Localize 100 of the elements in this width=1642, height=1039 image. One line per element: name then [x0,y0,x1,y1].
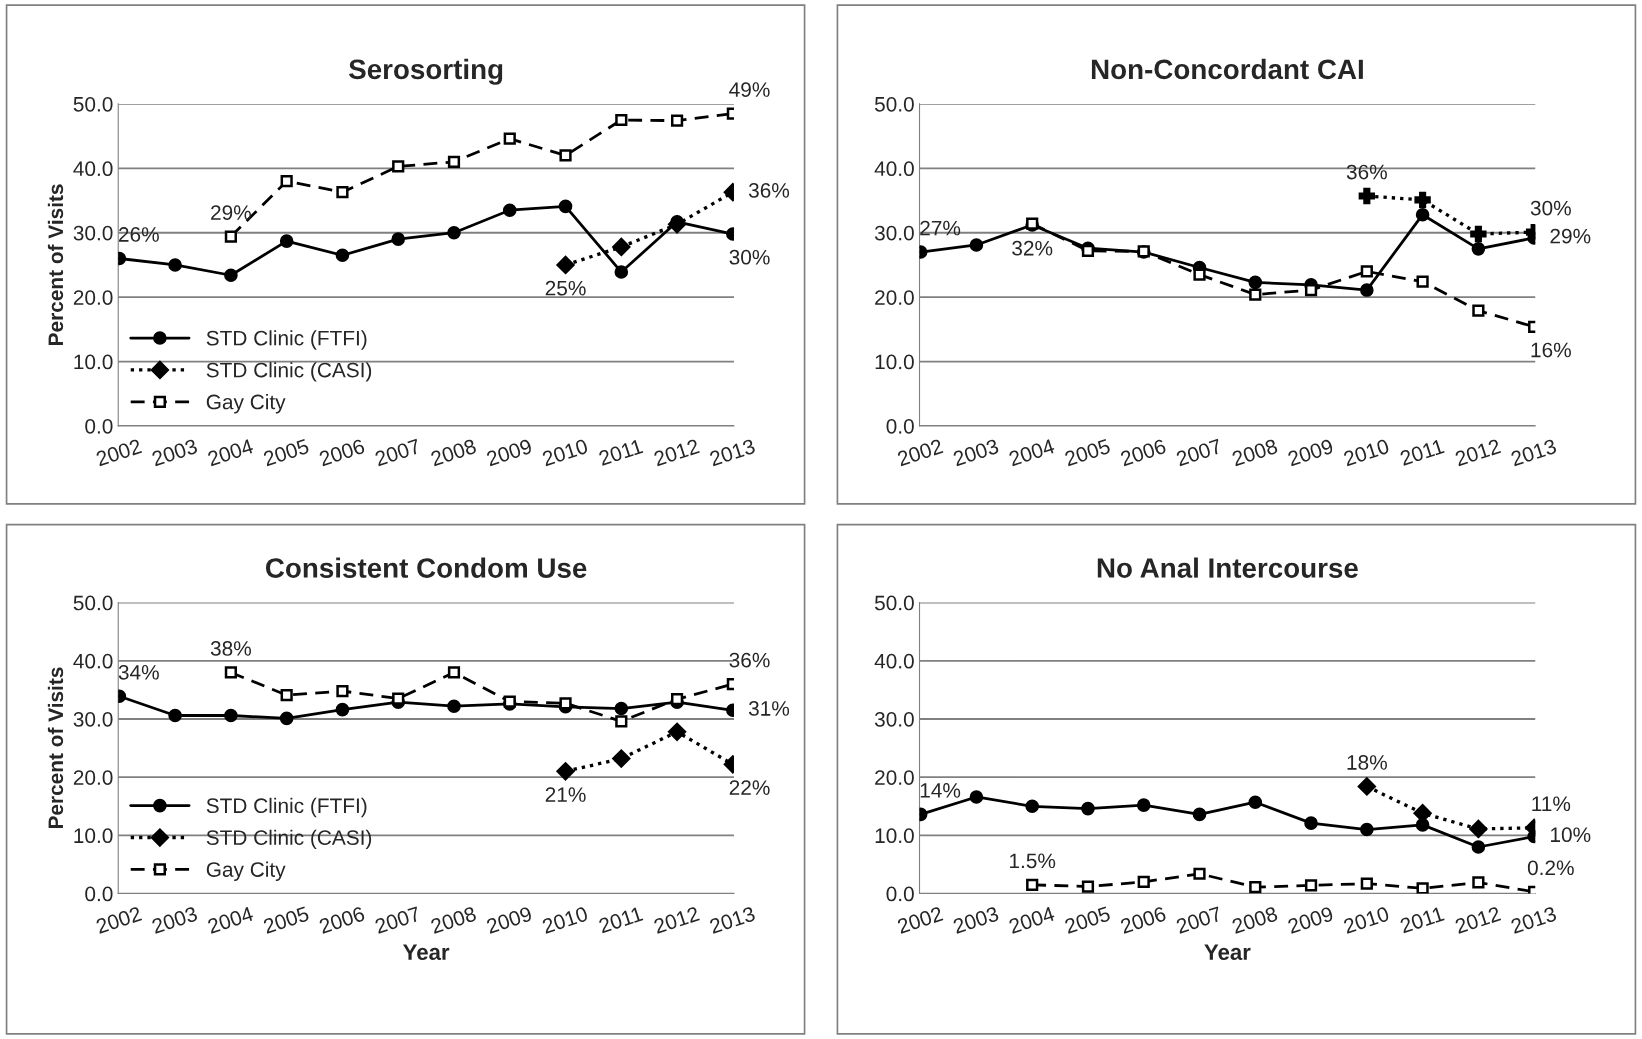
chart-title: Non-Concordant CAI [1091,58,1363,80]
annotation: 29% [211,205,251,220]
y-tick-label: 10.0 [875,828,914,844]
x-tick-label: 2006 [318,906,366,934]
y-tick-label: 30.0 [73,225,113,241]
y-tick-label: 20.0 [875,290,914,305]
annotation: 18% [1347,755,1387,770]
legend-label: STD Clinic (CASI) [206,362,372,382]
x-tick-label: 2003 [952,438,1000,467]
x-tick-label: 2002 [95,906,143,934]
x-tick-label: 2007 [1175,438,1223,467]
x-tick-label: 2003 [151,906,199,934]
x-axis-title: Year [402,944,450,961]
annotation: 30% [1530,200,1571,216]
chart-title: No Anal Intercourse [1097,557,1358,578]
x-tick-label: 2010 [541,906,589,934]
y-tick-label: 0.0 [886,418,914,434]
x-tick-label: 2011 [598,438,644,466]
x-tick-label: 2013 [708,906,756,934]
x-tick-label: 2007 [374,438,421,467]
y-tick-label: 40.0 [73,161,113,177]
legend-label: Gay City [206,394,286,414]
x-tick-label: 2002 [896,906,944,934]
x-tick-label: 2003 [952,906,1000,934]
y-axis-title: Percent of Visits [47,184,64,345]
y-tick-label: 0.0 [85,418,113,434]
annotation: 32% [1012,240,1053,256]
x-tick-label: 2002 [95,438,143,467]
annotation: 16% [1531,342,1571,358]
annotation: 21% [545,787,586,802]
x-tick-label: 2005 [262,438,310,467]
x-tick-label: 2005 [262,906,310,934]
y-tick-label: 10.0 [74,354,113,370]
y-tick-label: 40.0 [874,653,914,669]
y-tick-label: 10.0 [875,354,914,370]
y-tick-label: 20.0 [73,770,113,785]
x-tick-label: 2010 [541,438,589,467]
x-tick-label: 2012 [653,906,700,934]
x-tick-label: 2008 [430,906,477,934]
x-tick-label: 2004 [1008,438,1056,467]
x-tick-label: 2009 [485,438,533,467]
x-tick-label: 2008 [430,438,477,467]
annotation: 0.2% [1527,860,1574,876]
x-tick-label: 2012 [653,438,700,467]
legend-label: STD Clinic (FTFI) [206,797,367,818]
y-tick-label: 50.0 [73,595,113,611]
y-axis-title: Percent of Visits [47,667,64,829]
y-tick-label: 20.0 [875,770,914,785]
x-tick-label: 2012 [1454,906,1502,934]
x-tick-label: 2012 [1454,438,1502,467]
x-tick-label: 2011 [1399,438,1445,466]
y-tick-label: 40.0 [73,653,113,669]
x-tick-label: 2010 [1342,906,1390,934]
annotation: 31% [748,701,790,716]
x-axis-title: Year [1204,944,1251,961]
annotation: 30% [729,249,770,265]
x-tick-label: 2013 [708,438,756,467]
annotation: 36% [748,182,790,198]
x-tick-label: 2006 [318,438,366,467]
y-tick-label: 30.0 [874,225,914,241]
y-tick-label: 0.0 [85,886,113,902]
chart-title: Serosorting [348,58,503,85]
chart-title: Consistent Condom Use [265,557,587,578]
x-tick-label: 2005 [1064,438,1111,467]
x-tick-label: 2009 [1287,438,1334,467]
y-tick-label: 0.0 [886,886,914,902]
x-tick-label: 2002 [896,438,944,467]
annotation: 29% [1550,228,1591,244]
x-tick-label: 2004 [207,906,255,934]
annotation: 27% [920,220,961,236]
annotation: 25% [545,280,586,296]
annotation: 36% [729,652,770,668]
x-tick-label: 2010 [1342,438,1390,467]
x-tick-label: 2006 [1119,906,1167,934]
x-tick-label: 2004 [1008,906,1056,934]
y-tick-label: 30.0 [73,711,113,727]
x-tick-label: 2011 [1399,906,1445,934]
y-tick-label: 20.0 [73,290,113,305]
x-tick-label: 2011 [598,906,644,934]
annotation: 10% [1551,827,1591,843]
x-tick-label: 2003 [151,438,199,467]
y-tick-label: 30.0 [874,711,914,727]
x-tick-label: 2009 [1287,906,1334,934]
annotation: 38% [210,641,251,656]
y-tick-label: 10.0 [74,828,113,844]
annotation: 49% [729,82,770,97]
x-tick-label: 2007 [374,906,421,934]
x-tick-label: 2007 [1175,906,1223,934]
x-tick-label: 2013 [1510,906,1558,934]
x-tick-label: 2009 [485,906,533,934]
annotation: 34% [118,664,159,680]
y-tick-label: 40.0 [874,161,914,177]
y-tick-label: 50.0 [73,96,113,112]
x-tick-label: 2005 [1064,906,1111,934]
y-tick-label: 50.0 [874,96,914,112]
x-tick-label: 2013 [1510,438,1558,467]
annotation: 11% [1532,796,1571,812]
x-tick-label: 2008 [1231,438,1279,467]
y-tick-label: 50.0 [874,595,914,611]
x-tick-label: 2004 [207,438,255,467]
